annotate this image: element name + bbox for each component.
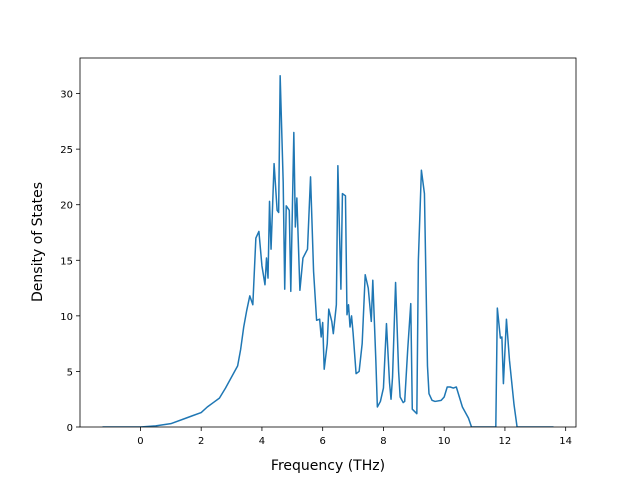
x-tick-label: 0 [137,436,143,447]
y-tick-label: 20 [60,201,73,212]
y-axis-label: Density of States [30,182,46,302]
x-tick-label: 4 [259,436,265,447]
data-line [102,75,554,427]
x-tick-label: 10 [438,436,451,447]
y-tick-label: 25 [60,145,73,156]
y-tick-label: 10 [60,312,73,323]
x-tick-label: 6 [319,436,325,447]
x-tick-label: 14 [559,436,572,447]
x-tick-label: 2 [198,436,204,447]
y-tick-label: 30 [60,90,73,101]
x-tick-label: 8 [380,436,386,447]
x-tick-label: 12 [499,436,512,447]
y-tick-label: 15 [60,256,73,267]
axes-frame [79,57,577,428]
x-axis-label: Frequency (THz) [271,458,385,474]
y-tick-label: 5 [67,367,73,378]
y-tick-label: 0 [67,423,73,434]
